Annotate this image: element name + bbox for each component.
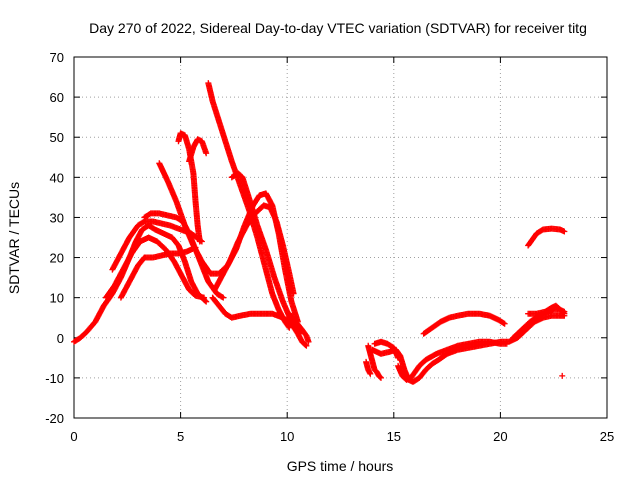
data-point [203, 298, 210, 305]
data-point [561, 228, 568, 235]
y-tick-label: 50 [50, 130, 64, 145]
data-point [561, 310, 568, 317]
y-tick-label: -10 [45, 371, 64, 386]
x-tick-label: 15 [387, 429, 401, 444]
x-tick-label: 20 [493, 429, 507, 444]
data-point [303, 342, 310, 349]
data-point [560, 309, 567, 316]
series-arc-13 [286, 310, 312, 345]
data-points [71, 80, 568, 385]
series-arc-12 [209, 294, 310, 349]
chart-title: Day 270 of 2022, Sidereal Day-to-day VTE… [89, 20, 587, 36]
y-tick-label: 60 [50, 90, 64, 105]
data-point [377, 374, 384, 381]
series-arc-4 [117, 244, 199, 301]
series-outlier [559, 372, 566, 379]
x-tick-label: 25 [600, 429, 614, 444]
x-tick-label: 10 [280, 429, 294, 444]
data-point [219, 293, 226, 300]
data-point [203, 150, 210, 157]
data-point [201, 294, 208, 301]
y-tick-label: 20 [50, 251, 64, 266]
data-point [503, 340, 510, 347]
y-axis-label: SDTVAR / TECUs [6, 182, 22, 294]
series-arc-17 [371, 338, 402, 361]
data-point [290, 290, 297, 297]
series-arc-19 [420, 310, 508, 337]
y-tick-label: 70 [50, 50, 64, 65]
y-tick-label: -20 [45, 411, 64, 426]
series-arc-18 [395, 338, 510, 383]
series-arc-8 [186, 136, 210, 165]
plot-frame [73, 56, 608, 419]
data-point [395, 354, 402, 361]
series-arc-22 [525, 225, 568, 249]
y-tick-label: 0 [57, 331, 64, 346]
data-point [378, 374, 385, 381]
data-point [305, 338, 312, 345]
x-tick-label: 0 [70, 429, 77, 444]
y-tick-label: 10 [50, 291, 64, 306]
data-point [196, 238, 203, 245]
data-point [202, 297, 209, 304]
y-tick-label: 30 [50, 210, 64, 225]
x-axis-label: GPS time / hours [287, 458, 394, 474]
data-point [220, 294, 227, 301]
data-point [367, 370, 374, 377]
axis-ticks: 0 5 10 15 20 25 -20 -10 0 10 20 30 40 50 60 70 [45, 50, 614, 444]
data-point [302, 341, 309, 348]
series-arc-15 [363, 358, 374, 377]
series-arc-21 [525, 302, 568, 317]
data-point [559, 372, 566, 379]
data-point [501, 320, 508, 327]
x-tick-label: 5 [177, 429, 184, 444]
y-tick-label: 40 [50, 170, 64, 185]
data-point [500, 320, 507, 327]
